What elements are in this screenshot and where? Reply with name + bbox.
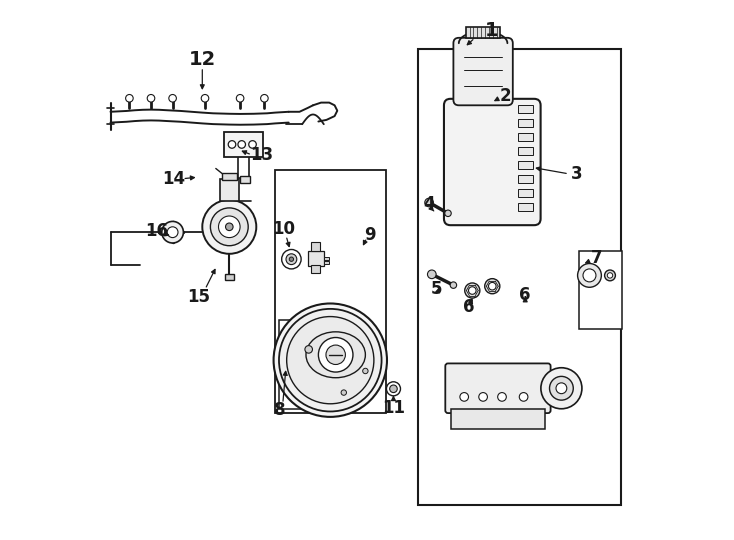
Bar xyxy=(518,147,533,155)
Circle shape xyxy=(286,254,297,265)
Circle shape xyxy=(289,257,294,261)
Bar xyxy=(222,173,237,180)
Circle shape xyxy=(169,94,176,102)
Text: 12: 12 xyxy=(189,50,216,69)
Circle shape xyxy=(519,393,528,401)
Circle shape xyxy=(148,94,155,102)
Text: 6: 6 xyxy=(520,286,531,305)
Text: 5: 5 xyxy=(430,280,442,298)
Text: 4: 4 xyxy=(424,194,435,213)
Circle shape xyxy=(468,287,476,294)
Circle shape xyxy=(550,376,573,400)
Text: 1: 1 xyxy=(484,21,498,40)
Text: 16: 16 xyxy=(145,221,168,240)
Bar xyxy=(518,161,533,169)
Circle shape xyxy=(498,393,506,401)
Text: 10: 10 xyxy=(272,220,295,239)
Circle shape xyxy=(126,94,133,102)
Circle shape xyxy=(489,282,496,290)
Bar xyxy=(240,176,250,183)
Bar xyxy=(225,274,233,280)
Circle shape xyxy=(225,223,233,231)
Circle shape xyxy=(427,270,436,279)
Text: 13: 13 xyxy=(250,146,273,164)
Circle shape xyxy=(605,270,615,281)
Bar xyxy=(518,175,533,183)
Circle shape xyxy=(607,273,613,278)
Bar xyxy=(324,261,330,264)
Circle shape xyxy=(450,282,457,288)
Bar xyxy=(466,27,500,38)
Bar xyxy=(518,133,533,141)
Circle shape xyxy=(326,345,346,364)
Circle shape xyxy=(386,382,401,396)
Text: 3: 3 xyxy=(571,165,582,183)
Bar xyxy=(324,256,330,260)
Text: 11: 11 xyxy=(382,399,405,417)
Bar xyxy=(418,49,621,505)
FancyBboxPatch shape xyxy=(446,363,550,413)
Circle shape xyxy=(390,385,397,393)
Circle shape xyxy=(228,141,236,148)
Bar xyxy=(518,202,533,211)
Circle shape xyxy=(363,368,368,374)
Circle shape xyxy=(305,346,313,353)
Circle shape xyxy=(274,303,387,417)
Circle shape xyxy=(319,338,353,372)
Text: 8: 8 xyxy=(274,401,286,420)
Circle shape xyxy=(279,309,382,411)
Text: 15: 15 xyxy=(187,288,210,306)
Ellipse shape xyxy=(306,332,366,377)
Bar xyxy=(279,320,338,409)
Text: 9: 9 xyxy=(364,226,376,244)
Circle shape xyxy=(211,208,248,246)
Circle shape xyxy=(203,200,256,254)
Bar xyxy=(311,265,320,273)
Bar xyxy=(219,179,239,201)
Circle shape xyxy=(249,141,256,148)
Bar xyxy=(518,119,533,127)
Circle shape xyxy=(465,283,480,298)
Circle shape xyxy=(479,393,487,401)
Bar xyxy=(311,242,320,251)
Circle shape xyxy=(341,390,346,395)
Circle shape xyxy=(261,94,268,102)
Circle shape xyxy=(583,269,596,282)
Circle shape xyxy=(541,368,582,409)
Text: 2: 2 xyxy=(500,87,512,105)
Bar xyxy=(518,105,533,113)
Bar xyxy=(224,132,263,157)
Circle shape xyxy=(219,216,240,238)
Circle shape xyxy=(445,210,451,217)
Circle shape xyxy=(556,383,567,394)
Circle shape xyxy=(287,316,374,404)
Text: 14: 14 xyxy=(163,170,186,188)
Circle shape xyxy=(425,198,433,207)
Circle shape xyxy=(282,249,301,269)
FancyBboxPatch shape xyxy=(454,38,513,105)
Circle shape xyxy=(460,393,468,401)
Circle shape xyxy=(236,94,244,102)
Circle shape xyxy=(201,94,208,102)
Circle shape xyxy=(238,141,245,148)
Bar xyxy=(451,409,545,429)
Circle shape xyxy=(167,227,178,238)
Bar xyxy=(275,170,386,413)
Bar xyxy=(518,188,533,197)
Bar xyxy=(578,251,622,329)
FancyBboxPatch shape xyxy=(444,99,541,225)
Circle shape xyxy=(161,221,184,243)
Circle shape xyxy=(484,279,500,294)
Text: 7: 7 xyxy=(591,248,603,267)
Text: 6: 6 xyxy=(462,298,474,316)
Bar xyxy=(308,251,324,266)
Circle shape xyxy=(578,264,601,287)
